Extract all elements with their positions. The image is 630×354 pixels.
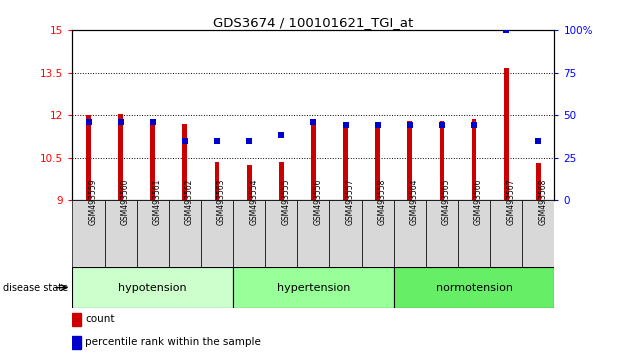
Text: GSM493554: GSM493554	[249, 179, 258, 225]
Text: GSM493560: GSM493560	[121, 179, 130, 225]
Bar	[394, 200, 426, 267]
Bar	[490, 200, 522, 267]
Bar	[329, 200, 362, 267]
Bar	[118, 114, 123, 200]
Bar	[169, 200, 201, 267]
Bar	[343, 124, 348, 200]
Bar	[137, 200, 169, 267]
Bar	[72, 336, 81, 349]
Bar	[279, 162, 284, 200]
Text: count: count	[86, 314, 115, 325]
Bar	[72, 313, 81, 326]
Bar	[362, 200, 394, 267]
Text: GSM493568: GSM493568	[538, 179, 547, 225]
Text: GSM493555: GSM493555	[281, 179, 290, 225]
Title: GDS3674 / 100101621_TGI_at: GDS3674 / 100101621_TGI_at	[214, 16, 413, 29]
Text: GSM493565: GSM493565	[442, 179, 451, 225]
Bar	[504, 68, 508, 200]
Text: disease state: disease state	[3, 282, 68, 293]
Bar	[233, 200, 265, 267]
Bar	[72, 200, 105, 267]
Text: hypotension: hypotension	[118, 282, 187, 293]
Text: GSM493556: GSM493556	[313, 179, 323, 225]
Bar	[440, 121, 444, 200]
Bar	[86, 115, 91, 200]
Bar	[105, 200, 137, 267]
Bar	[458, 200, 490, 267]
Text: GSM493563: GSM493563	[217, 179, 226, 225]
Bar	[536, 163, 541, 200]
Text: GSM493562: GSM493562	[185, 179, 194, 225]
Bar	[72, 267, 233, 308]
Text: GSM493566: GSM493566	[474, 179, 483, 225]
Bar	[394, 267, 554, 308]
Bar	[408, 121, 412, 200]
Bar	[233, 267, 394, 308]
Bar	[375, 124, 380, 200]
Bar	[426, 200, 458, 267]
Text: GSM493557: GSM493557	[345, 179, 355, 225]
Bar	[311, 124, 316, 200]
Bar	[215, 162, 219, 200]
Text: GSM493558: GSM493558	[377, 179, 387, 225]
Text: normotension: normotension	[435, 282, 513, 293]
Bar	[472, 119, 476, 200]
Bar	[247, 165, 251, 200]
Bar	[522, 200, 554, 267]
Text: GSM493564: GSM493564	[410, 179, 419, 225]
Bar	[265, 200, 297, 267]
Text: GSM493561: GSM493561	[152, 179, 162, 225]
Bar	[151, 122, 155, 200]
Text: GSM493559: GSM493559	[88, 179, 98, 225]
Bar	[183, 124, 187, 200]
Text: GSM493567: GSM493567	[506, 179, 515, 225]
Text: percentile rank within the sample: percentile rank within the sample	[86, 337, 261, 348]
Text: hypertension: hypertension	[277, 282, 350, 293]
Bar	[201, 200, 233, 267]
Bar	[297, 200, 329, 267]
